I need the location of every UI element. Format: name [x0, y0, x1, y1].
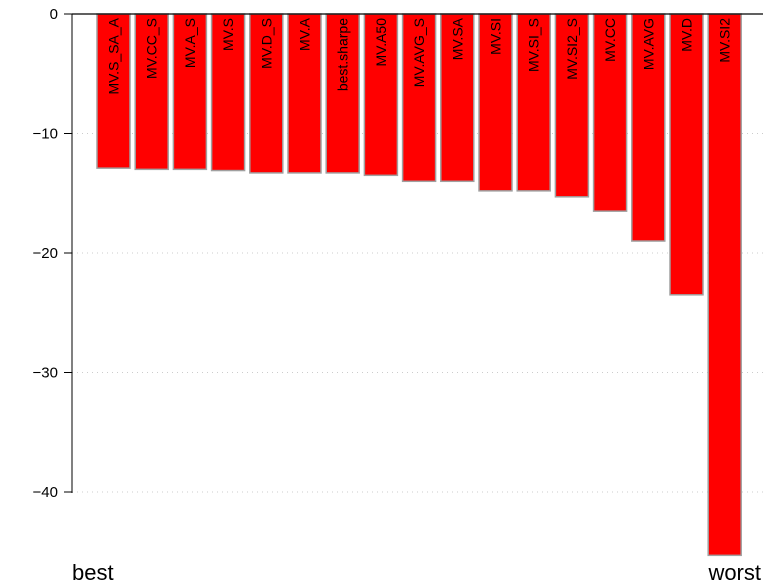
- bar: [478, 13, 513, 192]
- bar: [669, 13, 704, 296]
- bar-label: MV.CC: [602, 18, 618, 62]
- bars: MV.S_SA_A MV.CC_S MV.A_S MV.S MV.D_S MV.A best…: [96, 13, 742, 557]
- bar-label: MV.D: [679, 18, 695, 52]
- y-tick-label: 0: [50, 6, 58, 23]
- y-tick-label: −20: [33, 245, 58, 262]
- y-tick-label: −10: [33, 126, 58, 143]
- y-ticks: 0 −10 −20 −30 −40: [33, 6, 72, 501]
- bar-label: MV.SI2: [717, 18, 733, 63]
- bar-label: MV.AVG: [640, 18, 656, 70]
- bar: [249, 13, 284, 174]
- bar: [210, 13, 246, 172]
- y-tick-label: −30: [33, 365, 58, 382]
- bar: [401, 13, 437, 183]
- bar-label: MV.SA: [449, 17, 465, 60]
- bar-label: MV.A_S: [182, 18, 198, 68]
- bar-label: MV.SI: [488, 18, 504, 55]
- bar-label: MV.D_S: [258, 18, 274, 69]
- y-tick-label: −40: [33, 484, 58, 501]
- bar: [96, 13, 131, 169]
- bar-label: MV.A50: [373, 18, 389, 67]
- bar: [363, 13, 399, 177]
- bar: [554, 13, 590, 198]
- bar: [707, 13, 742, 557]
- bar: [325, 13, 360, 174]
- worst-label: worst: [707, 560, 761, 585]
- bar: [516, 13, 551, 192]
- bar: [631, 13, 666, 242]
- bar-label: MV.A: [297, 17, 313, 51]
- best-label: best: [72, 560, 114, 585]
- bar-label: MV.SI2_S: [564, 18, 580, 80]
- bar-label: best.sharpe: [335, 18, 351, 91]
- bar: [287, 13, 322, 174]
- bar-label: MV.SI_S: [526, 18, 542, 72]
- bar-label: MV.CC_S: [144, 18, 160, 79]
- bar-label: MV.S_SA_A: [106, 17, 122, 94]
- bar-label: MV.S: [220, 18, 236, 51]
- bar-label: MV.AVG_S: [411, 18, 427, 87]
- bar: [134, 13, 169, 171]
